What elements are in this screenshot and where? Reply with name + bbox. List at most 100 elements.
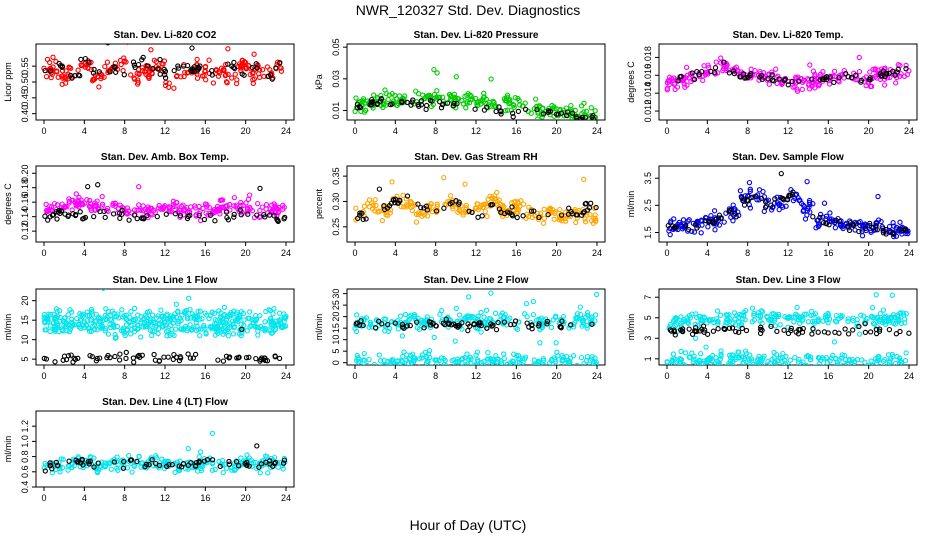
x-tick-label: 4	[82, 371, 87, 381]
data-point	[869, 314, 876, 321]
data-point	[745, 356, 751, 362]
data-point	[389, 101, 395, 107]
data-point	[726, 318, 733, 325]
points-group	[352, 290, 600, 365]
data-point	[758, 326, 764, 333]
data-point	[235, 463, 242, 469]
data-point	[748, 356, 754, 362]
data-point	[736, 349, 742, 355]
data-point	[383, 322, 390, 329]
data-point	[836, 218, 843, 225]
data-point	[231, 214, 237, 220]
data-point	[568, 102, 574, 109]
data-point	[880, 363, 886, 365]
data-point	[382, 87, 388, 93]
y-tick-label: 15	[331, 323, 341, 333]
data-point	[392, 362, 398, 365]
x-tick-label: 8	[433, 248, 438, 258]
data-point	[428, 103, 435, 110]
data-point	[415, 201, 421, 207]
data-point	[214, 203, 221, 210]
data-point	[176, 463, 182, 469]
data-point	[252, 459, 259, 466]
data-point	[693, 324, 699, 331]
data-point	[400, 192, 406, 199]
data-point	[874, 314, 881, 321]
y-tick-label: 10	[331, 335, 341, 345]
data-point	[441, 174, 447, 181]
data-point	[161, 66, 167, 73]
data-point	[558, 212, 565, 218]
data-point	[45, 217, 51, 223]
data-point	[515, 199, 521, 205]
data-point	[148, 205, 155, 212]
data-point	[399, 324, 406, 330]
data-point	[262, 214, 268, 220]
data-point	[566, 205, 572, 211]
data-point	[475, 214, 481, 220]
data-point	[474, 349, 481, 355]
data-point	[815, 316, 821, 322]
data-point	[52, 327, 58, 333]
data-point	[135, 325, 141, 332]
y-tick-label: 0.01	[331, 102, 341, 120]
data-point	[684, 82, 690, 88]
data-point	[721, 325, 727, 332]
data-point	[784, 315, 790, 321]
data-point	[465, 90, 471, 97]
data-point	[89, 309, 95, 315]
data-point	[112, 353, 118, 360]
data-point	[490, 359, 496, 365]
data-point	[796, 78, 802, 84]
data-point	[223, 465, 230, 471]
data-point	[831, 339, 838, 345]
data-point	[132, 316, 139, 323]
data-point	[487, 356, 493, 362]
data-point	[76, 324, 82, 330]
data-point	[748, 194, 754, 201]
data-point	[197, 449, 204, 455]
data-point	[544, 321, 550, 327]
data-point	[826, 216, 833, 222]
data-point	[54, 69, 60, 75]
data-point	[258, 323, 264, 330]
data-point	[818, 368, 822, 372]
y-tick-label: 30	[331, 289, 341, 299]
data-point	[685, 226, 692, 233]
data-point	[369, 96, 375, 103]
data-point	[381, 362, 387, 365]
data-point	[546, 208, 552, 215]
data-point	[903, 62, 909, 69]
data-point	[138, 334, 144, 340]
x-tick-label: 4	[82, 493, 87, 503]
data-point	[188, 67, 194, 73]
data-point	[131, 305, 138, 312]
data-point	[180, 63, 187, 69]
x-tick-label: 0	[41, 493, 46, 503]
data-point	[699, 218, 705, 224]
x-tick-label: 20	[864, 248, 874, 258]
y-axis-label: ml/min	[626, 191, 636, 218]
data-point	[78, 56, 84, 63]
data-point	[149, 457, 155, 463]
data-point	[165, 316, 171, 322]
data-point	[156, 462, 163, 469]
data-point	[378, 364, 382, 365]
data-point	[557, 206, 563, 213]
data-point	[51, 200, 58, 207]
data-point	[130, 355, 137, 361]
data-point	[509, 213, 516, 219]
data-point	[800, 366, 804, 370]
data-point	[489, 195, 495, 202]
data-point	[850, 315, 856, 321]
data-point	[787, 363, 793, 365]
data-point	[255, 200, 261, 207]
data-point	[515, 108, 522, 115]
data-point	[705, 64, 712, 71]
data-point	[550, 317, 556, 323]
data-point	[867, 220, 873, 227]
x-tick-label: 20	[864, 371, 874, 381]
data-point	[172, 311, 178, 317]
data-point	[151, 351, 157, 358]
panel-title: Stan. Dev. Sample Flow	[732, 152, 844, 163]
